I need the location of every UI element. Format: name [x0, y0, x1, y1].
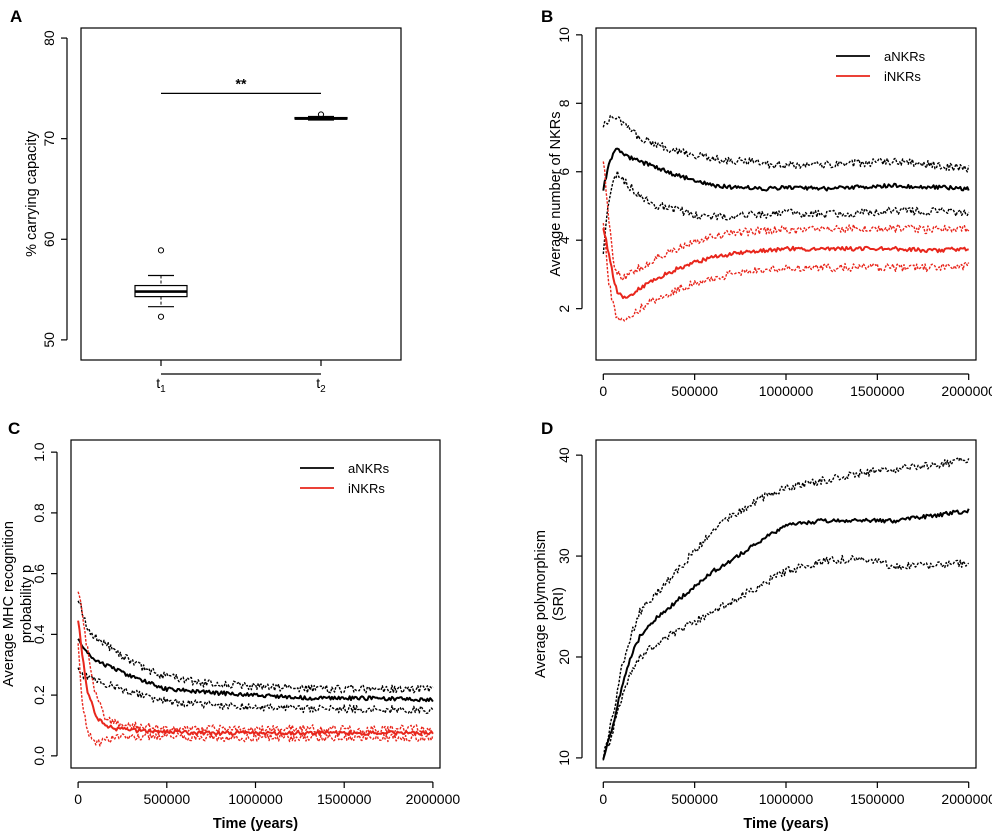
box-outlier [157, 313, 165, 320]
series-line-mean [602, 508, 970, 760]
series-line-ankrs [602, 147, 970, 192]
legend-label-inkrs: iNKRs [348, 481, 385, 496]
panel-b-plot-frame [595, 27, 977, 361]
y-tick-label: 60 [41, 231, 57, 247]
panel-a-plot-frame [80, 27, 402, 361]
series-line-ankrs-lower [602, 170, 970, 254]
x-category-base: t [156, 375, 160, 391]
y-axis-title-line: probability p [19, 565, 35, 643]
y-tick-label: 0.6 [31, 564, 47, 584]
y-tick-label: 1.0 [31, 442, 47, 462]
series-group [77, 591, 434, 747]
x-tick-label: 500000 [671, 383, 718, 399]
x-tick-label: 1500000 [317, 791, 372, 807]
y-tick-label: 50 [41, 332, 57, 348]
y-axis-title: % carrying capacity [24, 130, 40, 256]
y-tick-label: 0.8 [31, 503, 47, 523]
x-category-sub: 1 [160, 384, 166, 395]
y-tick-label: 6 [556, 168, 572, 176]
x-tick-label: 1000000 [759, 791, 814, 807]
panel-b: B 2 4 6 8 10 0 500000 1000000 1500000 2000000 Avera… [541, 7, 992, 399]
series-line-inkrs-lower [602, 223, 970, 322]
x-tick-label: 2000000 [406, 791, 461, 807]
y-tick-label: 0.4 [31, 624, 47, 644]
x-category-label: t1 [156, 375, 166, 395]
box-2 [294, 111, 348, 121]
series-line-upper [602, 456, 970, 761]
series-line-ankrs [77, 638, 434, 703]
y-axis-title-line: Average MHC recognition [1, 521, 17, 687]
y-tick-label: 20 [556, 649, 572, 665]
box-outlier [317, 111, 325, 118]
y-axis-title: Average polymorphism (SRI) [533, 530, 567, 678]
x-tick-label: 1500000 [850, 791, 905, 807]
significance-label: ** [236, 75, 247, 91]
x-tick-label: 0 [599, 383, 607, 399]
legend-label-ankrs: aNKRs [348, 461, 390, 476]
y-tick-label: 2 [556, 305, 572, 313]
series-line-inkrs [77, 620, 434, 736]
y-axis-title-line: Average polymorphism [533, 530, 549, 678]
series-line-ankrs-upper [602, 114, 970, 173]
series-line-ankrs-upper [77, 600, 434, 694]
series-group [602, 456, 970, 761]
x-tick-label: 2000000 [941, 791, 992, 807]
y-axis-title: Average number of NKRs [548, 112, 564, 277]
y-tick-label: 0.0 [31, 746, 47, 766]
series-line-inkrs-upper [77, 591, 434, 735]
y-tick-label: 4 [556, 236, 572, 244]
series-line-inkrs-upper [602, 161, 970, 281]
series-group [602, 114, 970, 322]
y-axis-title-line: (SRI) [551, 587, 567, 621]
x-tick-label: 500000 [671, 791, 718, 807]
panel-c-plot-frame [70, 439, 441, 769]
x-tick-label: 0 [74, 791, 82, 807]
legend-label-ankrs: aNKRs [884, 49, 926, 64]
y-tick-label: 70 [41, 131, 57, 147]
y-tick-label: 40 [556, 447, 572, 463]
x-tick-label: 2000000 [941, 383, 992, 399]
y-tick-label: 80 [41, 30, 57, 46]
series-line-lower [602, 554, 970, 761]
x-category-base: t [316, 375, 320, 391]
legend-label-inkrs: iNKRs [884, 69, 921, 84]
y-tick-label: 0.2 [31, 685, 47, 705]
panel-d: D 10 20 30 40 0 500000 1000000 1500000 2000000 Ave… [533, 419, 992, 832]
panel-letter: D [541, 419, 553, 438]
y-tick-label: 8 [556, 99, 572, 107]
box-1 [134, 247, 188, 320]
x-tick-label: 1000000 [759, 383, 814, 399]
x-axis-title: Time (years) [743, 816, 828, 832]
series-line-inkrs [602, 227, 969, 300]
panel-letter: B [541, 7, 553, 26]
y-tick-label: 10 [556, 750, 572, 766]
x-tick-label: 500000 [143, 791, 190, 807]
x-tick-label: 1000000 [228, 791, 283, 807]
y-axis-title: Average MHC recognition probability p [1, 521, 35, 687]
x-category-sub: 2 [320, 384, 326, 395]
panel-d-plot-frame [595, 439, 977, 769]
box-outlier [157, 247, 165, 254]
panel-c: C 0.0 0.2 0.4 0.6 0.8 1.0 0 500000 1000000 1500000… [1, 419, 460, 832]
x-tick-label: 1500000 [850, 383, 905, 399]
panel-letter: C [8, 419, 20, 438]
x-category-label: t2 [316, 375, 326, 395]
series-line-ankrs-lower [77, 667, 434, 714]
y-tick-label: 10 [556, 27, 572, 43]
y-tick-label: 30 [556, 548, 572, 564]
x-tick-label: 0 [599, 791, 607, 807]
series-line-inkrs-lower [77, 643, 434, 747]
panel-letter: A [10, 7, 22, 26]
x-axis-title: Time (years) [213, 816, 298, 832]
